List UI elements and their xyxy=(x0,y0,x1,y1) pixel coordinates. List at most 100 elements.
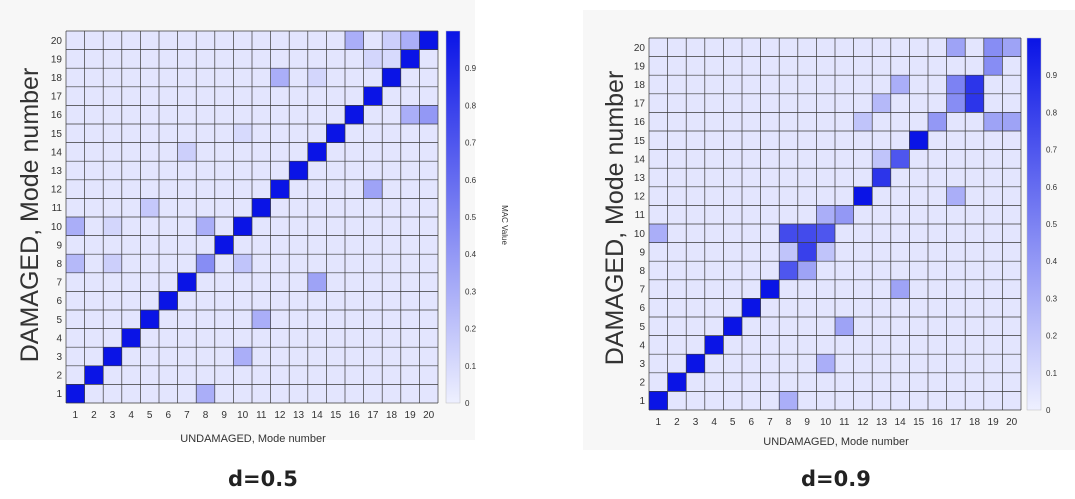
heatmap-cell xyxy=(233,198,252,217)
heatmap-cell xyxy=(233,161,252,180)
heatmap-cell xyxy=(382,31,401,50)
heatmap-panel-right: 1 2 3 4 5 6 7 8 9 10 11 12 13 14 15 16 17 18 19 20 12345678… xyxy=(583,10,1075,450)
heatmap-cell xyxy=(121,328,141,348)
heatmap-cell xyxy=(983,56,1003,76)
heatmap-cell xyxy=(159,254,178,273)
y-tick-label: 12 xyxy=(51,185,63,196)
heatmap-cell xyxy=(214,198,234,217)
heatmap-cell xyxy=(965,205,984,224)
y-tick-label: 11 xyxy=(52,203,63,214)
heatmap-cell xyxy=(307,217,327,236)
heatmap-cell xyxy=(326,86,345,106)
heatmap-cell xyxy=(1002,372,1021,392)
heatmap-cell xyxy=(103,291,122,310)
heatmap-cell xyxy=(363,254,383,273)
heatmap-cell xyxy=(400,328,420,348)
heatmap-cell xyxy=(270,86,290,106)
y-axis-label: DAMAGED, Mode number xyxy=(601,71,629,366)
heatmap-cell xyxy=(140,365,159,385)
heatmap-cell xyxy=(872,372,891,392)
heatmap-cell xyxy=(307,31,327,50)
heatmap-cell xyxy=(760,391,780,410)
heatmap-cell xyxy=(835,298,854,317)
heatmap-cell xyxy=(946,38,966,57)
heatmap-cell xyxy=(797,317,817,336)
heatmap-cell xyxy=(835,335,854,355)
heatmap-cell xyxy=(84,272,104,292)
heatmap-cell xyxy=(909,372,928,392)
heatmap-cell xyxy=(742,391,761,410)
heatmap-cell xyxy=(779,38,798,57)
heatmap-cell xyxy=(233,347,252,366)
heatmap-cell xyxy=(289,161,308,180)
heatmap-cell xyxy=(363,310,383,329)
y-tick-label: 13 xyxy=(634,173,646,184)
heatmap-cell xyxy=(307,179,327,199)
heatmap-cell xyxy=(400,68,420,87)
heatmap-cell xyxy=(140,272,159,292)
heatmap-cell xyxy=(872,75,891,94)
heatmap-cell xyxy=(872,56,891,76)
heatmap-cell xyxy=(704,56,724,76)
heatmap-cell xyxy=(853,186,873,206)
heatmap-cell xyxy=(965,131,984,150)
heatmap-cell xyxy=(214,86,234,106)
heatmap-cell xyxy=(363,142,383,162)
heatmap-cell xyxy=(103,31,122,50)
heatmap-cell xyxy=(983,354,1003,373)
colorbar-tick-label: 0.4 xyxy=(465,250,477,259)
heatmap-cell xyxy=(890,56,910,76)
heatmap-cell xyxy=(196,68,215,87)
heatmap-cell xyxy=(816,205,835,224)
heatmap-cell xyxy=(121,291,141,310)
heatmap-cell xyxy=(816,112,835,131)
heatmap-cell xyxy=(103,179,122,199)
heatmap-cell xyxy=(983,298,1003,317)
heatmap-cell xyxy=(363,68,383,87)
heatmap-cell xyxy=(946,372,966,392)
x-tick-label: 20 xyxy=(1006,417,1018,428)
heatmap-cell xyxy=(252,217,271,236)
heatmap-cell xyxy=(196,347,215,366)
heatmap-cell xyxy=(704,131,724,150)
heatmap-cell xyxy=(853,354,873,373)
heatmap-cell xyxy=(667,391,687,410)
heatmap-cell xyxy=(1002,93,1021,113)
heatmap-cell xyxy=(233,291,252,310)
heatmap-cell xyxy=(965,335,984,355)
heatmap-cell xyxy=(816,186,835,206)
heatmap-cell xyxy=(928,242,947,262)
y-tick-label: 20 xyxy=(51,36,63,47)
heatmap-cell xyxy=(760,317,780,336)
heatmap-cell xyxy=(270,310,290,329)
heatmap-cell xyxy=(103,161,122,180)
heatmap-cell xyxy=(103,217,122,236)
heatmap-cell xyxy=(909,186,928,206)
heatmap-cell xyxy=(686,205,705,224)
heatmap-cell xyxy=(1002,224,1021,243)
y-tick-label: 17 xyxy=(634,99,646,110)
heatmap-cell xyxy=(326,179,345,199)
heatmap-cell xyxy=(946,205,966,224)
heatmap-cell xyxy=(704,335,724,355)
heatmap-cell xyxy=(345,328,364,348)
heatmap-cell xyxy=(797,168,817,187)
heatmap-cell xyxy=(66,291,85,310)
heatmap-cell xyxy=(66,105,85,124)
x-tick-label: 1 xyxy=(656,417,662,428)
heatmap-cell xyxy=(704,93,724,113)
heatmap-cell xyxy=(289,291,308,310)
heatmap-cell xyxy=(196,254,215,273)
heatmap-cell xyxy=(779,242,798,262)
heatmap-cell xyxy=(649,131,668,150)
heatmap-cell xyxy=(872,224,891,243)
heatmap-cell xyxy=(233,68,252,87)
heatmap-cell xyxy=(270,142,290,162)
heatmap-cell xyxy=(946,168,966,187)
heatmap-cell xyxy=(363,365,383,385)
heatmap-cell xyxy=(363,161,383,180)
heatmap-cell xyxy=(965,354,984,373)
heatmap-cell xyxy=(419,31,438,50)
heatmap-cell xyxy=(289,365,308,385)
heatmap-cell xyxy=(419,142,438,162)
